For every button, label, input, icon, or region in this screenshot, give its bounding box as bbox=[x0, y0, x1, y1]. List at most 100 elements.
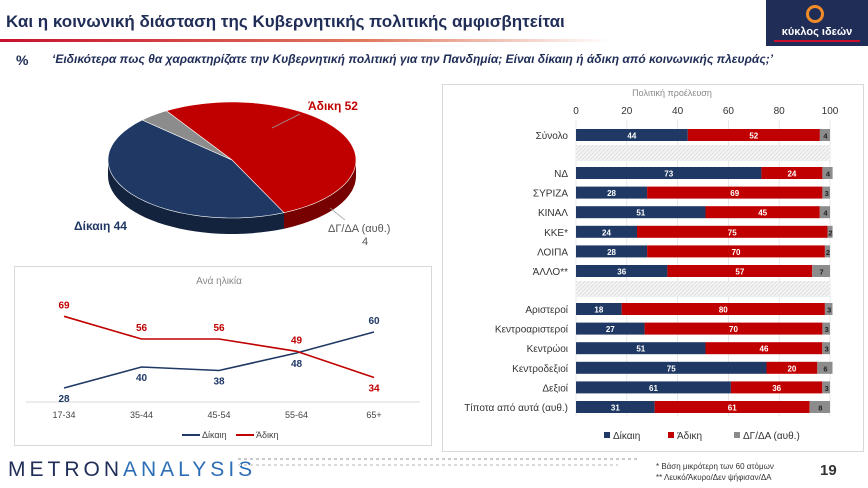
bar-segment-fair bbox=[576, 206, 706, 219]
age-legend: Δίκαιη Άδικη bbox=[182, 430, 279, 440]
bar-data-label: 36 bbox=[617, 268, 626, 277]
logo: κύκλος ιδεών bbox=[766, 0, 868, 46]
legend-unfair: Άδικη bbox=[677, 431, 702, 442]
data-label-fair: 40 bbox=[136, 373, 148, 384]
bar-category-label: ΚΚΕ* bbox=[544, 228, 568, 239]
age-chart-panel bbox=[14, 266, 432, 446]
line-series-unfair bbox=[63, 315, 375, 379]
bar-data-label: 57 bbox=[735, 268, 744, 277]
pie-slice-fair bbox=[107, 119, 285, 219]
bar-data-label: 73 bbox=[664, 170, 673, 179]
bar-segment-dk bbox=[819, 129, 830, 141]
bar-category-label: Αριστεροί bbox=[525, 304, 568, 316]
bar-category-label: ΝΔ bbox=[554, 169, 568, 180]
bar-data-label: 70 bbox=[732, 248, 741, 257]
bar-xtick-60: 60 bbox=[723, 106, 735, 117]
bar-segment-dk bbox=[824, 303, 833, 315]
age-chart-title: Ανά ηλικία bbox=[196, 275, 242, 287]
bar-data-label: 61 bbox=[728, 404, 737, 413]
data-label-fair: 38 bbox=[213, 377, 225, 388]
legend-fair-line: Δίκαιη bbox=[202, 430, 227, 440]
bar-segment-dk bbox=[822, 342, 830, 355]
bar-segment-unfair bbox=[761, 167, 823, 179]
bar-segment-fair bbox=[576, 361, 767, 374]
bar-data-label: 80 bbox=[719, 306, 728, 315]
bar-category-label: Κεντροδεξιοί bbox=[512, 363, 569, 375]
pie-leader-dk bbox=[329, 207, 346, 221]
bar-data-label: 3 bbox=[825, 189, 829, 198]
bar-data-label: 20 bbox=[787, 364, 796, 373]
pie-chart: Άδικη 52 Δίκαιη 44 ΔΓ/ΔΑ (αυθ.) 4 bbox=[74, 99, 390, 248]
age-tick-35-44: 35-44 bbox=[130, 410, 153, 420]
data-label-fair: 60 bbox=[368, 316, 380, 327]
data-label-unfair: 69 bbox=[58, 300, 70, 311]
age-tick-17-34: 17-34 bbox=[52, 410, 75, 420]
bar-data-label: 44 bbox=[627, 132, 636, 141]
line-series-fair bbox=[63, 331, 375, 389]
pie-leader-unfair bbox=[271, 113, 301, 129]
data-label-fair: 48 bbox=[291, 359, 303, 370]
bar-segment-unfair bbox=[644, 322, 823, 335]
pie-slice-fair-side bbox=[108, 160, 284, 234]
bar-segment-dk bbox=[819, 206, 830, 219]
bar-segment-fair bbox=[576, 381, 731, 394]
bar-segment-fair bbox=[576, 186, 648, 199]
bar-data-label: 7 bbox=[820, 268, 824, 277]
bar-segment-unfair bbox=[621, 303, 825, 315]
bar-xtick-80: 80 bbox=[774, 106, 786, 117]
pie-label-dk-value: 4 bbox=[362, 236, 368, 248]
age-tick-65+: 65+ bbox=[366, 410, 381, 420]
bar-category-label: ΚΙΝΑΛ bbox=[538, 208, 568, 219]
group-separator bbox=[576, 145, 830, 161]
bar-category-label: ΆΛΛΟ** bbox=[533, 267, 568, 278]
bar-data-label: 28 bbox=[607, 189, 616, 198]
data-label-unfair: 49 bbox=[291, 335, 303, 346]
age-line-chart: Ανά ηλικία 17-34 35-44 45-54 55-64 65+ 28 40 38… bbox=[26, 275, 420, 440]
bar-segment-unfair bbox=[705, 342, 823, 355]
pie-label-fair: Δίκαιη 44 bbox=[74, 219, 127, 233]
title-underline bbox=[0, 39, 610, 42]
bar-segment-unfair bbox=[654, 401, 810, 413]
legend-fair: Δίκαιη bbox=[613, 430, 640, 442]
bar-category-label: Κεντρώοι bbox=[527, 343, 568, 355]
logo-ring-icon bbox=[806, 5, 824, 23]
brand-part-a: METRON bbox=[8, 458, 123, 481]
bar-data-label: 4 bbox=[823, 132, 828, 141]
bar-data-label: 27 bbox=[606, 325, 615, 334]
bar-segment-dk bbox=[812, 265, 830, 277]
page-title: Και η κοινωνική διάσταση της Κυβερνητική… bbox=[6, 12, 565, 31]
bar-segment-dk bbox=[822, 381, 830, 394]
bar-category-label: Κεντροαριστεροί bbox=[495, 324, 569, 336]
bar-data-label: 69 bbox=[730, 189, 739, 198]
bar-data-label: 3 bbox=[827, 306, 831, 315]
bar-category-label: ΛΟΙΠΑ bbox=[537, 247, 568, 258]
brand-part-b: ANALYSIS bbox=[123, 458, 257, 481]
bar-segment-unfair bbox=[705, 206, 820, 219]
data-label-unfair: 34 bbox=[368, 384, 380, 395]
bar-segment-fair bbox=[576, 342, 706, 355]
bar-segment-unfair bbox=[667, 265, 813, 277]
bar-data-label: 3 bbox=[825, 384, 829, 393]
legend-unfair-line: Άδικη bbox=[256, 430, 279, 440]
percent-mark: % bbox=[16, 52, 29, 68]
pie-slice-dk bbox=[141, 110, 233, 161]
bar-data-label: 2 bbox=[828, 228, 832, 237]
bar-data-label: 2 bbox=[826, 248, 830, 257]
bar-data-label: 3 bbox=[825, 325, 829, 334]
bar-segment-fair bbox=[576, 245, 648, 258]
bar-category-label: Σύνολο bbox=[536, 130, 569, 142]
footer-dotted-line bbox=[238, 458, 638, 460]
data-label-fair: 28 bbox=[58, 394, 70, 405]
bar-data-label: 3 bbox=[825, 345, 829, 354]
bar-category-label: ΣΥΡΙΖΑ bbox=[533, 189, 568, 200]
group-separator bbox=[576, 281, 830, 297]
bar-data-label: 8 bbox=[818, 404, 822, 413]
bar-legend: Δίκαιη Άδικη ΔΓ/ΔΑ (αυθ.) bbox=[604, 430, 800, 442]
bar-segment-dk bbox=[824, 245, 830, 258]
question-text: ‘Ειδικότερα πως θα χαρακτηρίζατε την Κυβ… bbox=[52, 52, 774, 66]
bar-segment-unfair bbox=[766, 361, 818, 374]
bar-xtick-0: 0 bbox=[573, 106, 579, 117]
bar-data-label: 36 bbox=[772, 384, 781, 393]
bar-data-label: 45 bbox=[758, 209, 767, 218]
brand-logo: METRONANALYSIS bbox=[8, 458, 256, 482]
